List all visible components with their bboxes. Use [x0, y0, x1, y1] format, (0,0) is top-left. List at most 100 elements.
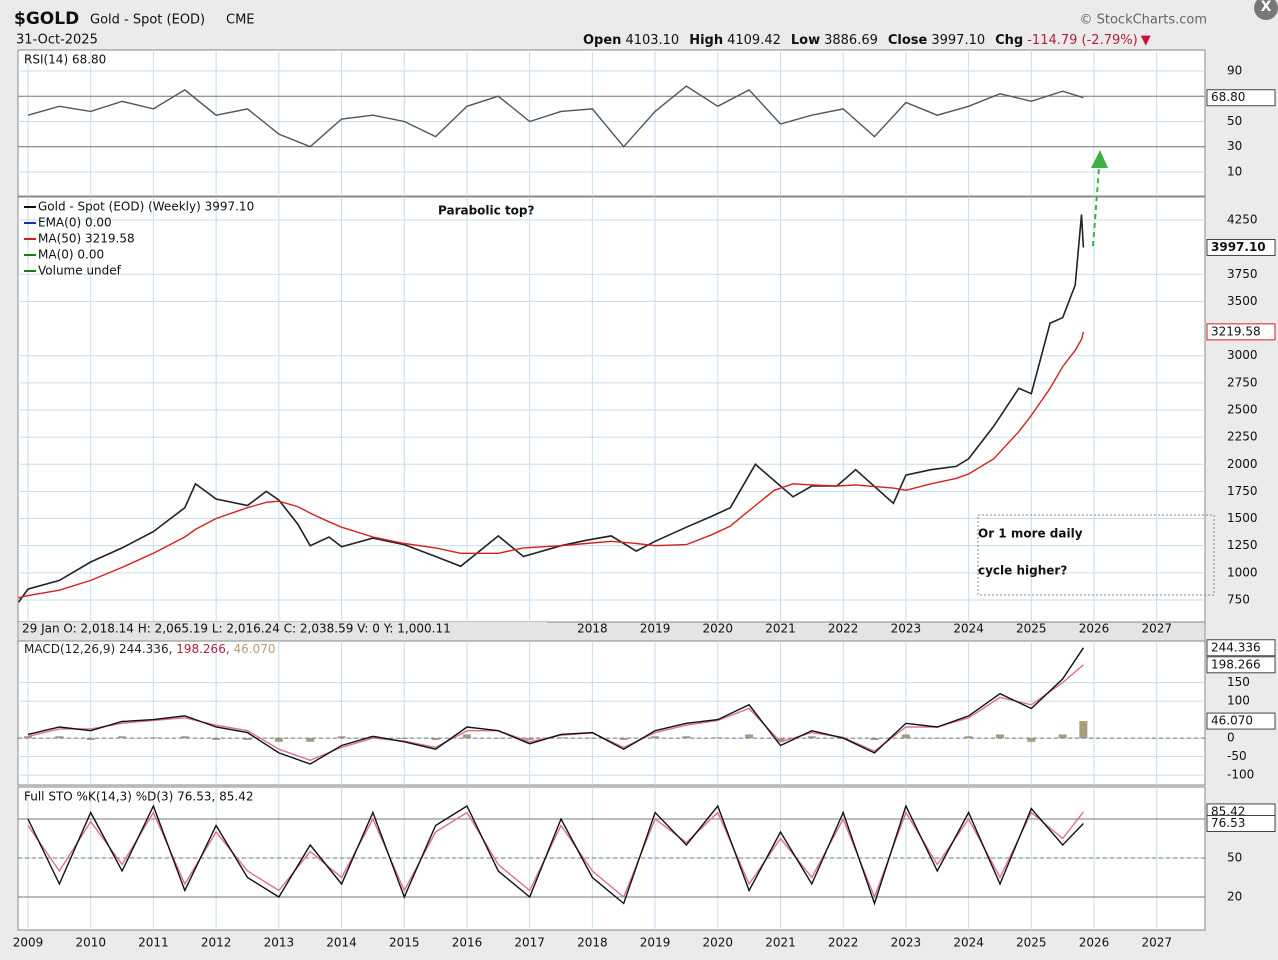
- last-value-label: 85.42: [1211, 804, 1245, 818]
- y-tick-label: 90: [1227, 63, 1242, 77]
- quote-label: High: [689, 33, 723, 48]
- histogram-bar: [1079, 721, 1088, 739]
- panel-title: RSI(14) 68.80: [24, 53, 106, 67]
- title-part: MACD(12,26,9) 244.336,: [24, 642, 172, 656]
- quote-label: Chg: [995, 33, 1023, 48]
- histogram-bar: [651, 736, 660, 739]
- series-line: [27, 85, 1084, 148]
- readout: 29 Jan O: 2,018.14 H: 2,065.19 L: 2,016.…: [22, 622, 451, 636]
- quote: Open 4103.10 High 4109.42 Low 3886.69 Close 399…: [583, 33, 1151, 48]
- histogram-bar: [368, 736, 377, 739]
- date: 31-Oct-2025: [16, 33, 98, 48]
- y-tick-label: 3000: [1227, 348, 1258, 362]
- x-tick-label: 2019: [640, 936, 671, 950]
- y-tick-label: 4250: [1227, 213, 1258, 227]
- panel: [17, 49, 1206, 197]
- y-tick-label: -50: [1227, 749, 1247, 763]
- histogram-bar: [149, 737, 158, 739]
- title-part: 46.070: [230, 642, 276, 656]
- x-tick-label: 2021: [765, 622, 796, 636]
- histogram-bar: [525, 738, 534, 740]
- histogram-bar: [870, 738, 879, 740]
- series-line: [18, 331, 1085, 599]
- y-tick-label: 20: [1227, 889, 1242, 903]
- annotation-box: [977, 514, 1215, 596]
- last-value-box: [1206, 323, 1276, 341]
- close-icon[interactable]: X: [1261, 0, 1272, 15]
- histogram-bar: [588, 737, 597, 739]
- histogram-bar: [24, 736, 33, 739]
- legend-entry: EMA(0) 0.00: [38, 216, 112, 230]
- x-tick-label: 2019: [640, 622, 671, 636]
- quote-value: -114.79 (-2.79%): [1027, 33, 1137, 48]
- x-tick-label: 2014: [326, 936, 357, 950]
- histogram-bar: [431, 738, 440, 740]
- y-tick-label: 2250: [1227, 430, 1258, 444]
- series-line: [27, 647, 1084, 765]
- x-tick-label: 2020: [703, 936, 734, 950]
- series-line: [27, 804, 1084, 906]
- x-tick-label: 2022: [828, 622, 859, 636]
- x-tick-label: 2012: [201, 936, 232, 950]
- x-tick-label: 2018: [577, 936, 608, 950]
- series-line: [17, 214, 1085, 603]
- y-tick-label: 1250: [1227, 538, 1258, 552]
- histogram-bar: [212, 738, 221, 740]
- panel-title: Full STO %K(14,3) %D(3) 76.53, 85.42: [24, 790, 254, 804]
- y-tick-label: 3500: [1227, 294, 1258, 308]
- histogram-bar: [337, 736, 346, 739]
- quote-value: 3997.10: [931, 33, 985, 48]
- x-tick-label: 2018: [577, 622, 608, 636]
- last-value-box: [1206, 639, 1276, 657]
- legend-entry: MA(0) 0.00: [38, 248, 104, 262]
- y-tick-label: 750: [1227, 592, 1250, 606]
- y-tick-label: -100: [1227, 768, 1254, 782]
- title-part: 198.266,: [172, 642, 229, 656]
- x-tick-label: 2024: [953, 936, 984, 950]
- last-value-box: [1206, 712, 1276, 730]
- last-value-box: [1206, 656, 1276, 674]
- x-tick-label: 2013: [264, 936, 295, 950]
- source: © StockCharts.com: [1079, 13, 1207, 28]
- y-tick-label: 10: [1227, 165, 1242, 179]
- x-tick-label: 2027: [1141, 622, 1172, 636]
- histogram-bar: [494, 738, 503, 739]
- y-tick-label: 3750: [1227, 267, 1258, 281]
- x-tick-label: 2023: [891, 622, 922, 636]
- quote-value: 3886.69: [824, 33, 878, 48]
- x-tick-label: 2024: [953, 622, 984, 636]
- y-tick-label: 0: [1227, 731, 1235, 745]
- histogram-bar: [682, 736, 691, 739]
- x-tick-label: 2025: [1016, 936, 1047, 950]
- y-tick-label: 50: [1227, 850, 1242, 864]
- last-value-box: [1206, 238, 1276, 256]
- histogram-bar: [807, 736, 816, 739]
- x-tick-label: 2020: [703, 622, 734, 636]
- histogram-bar: [274, 738, 283, 742]
- down-arrow: ▼: [1141, 33, 1151, 48]
- y-tick-label: 50: [1227, 114, 1242, 128]
- x-tick-label: 2009: [13, 936, 44, 950]
- instrument-name: Gold - Spot (EOD): [90, 13, 205, 28]
- histogram-bar: [1027, 738, 1036, 742]
- quote-value: 4109.42: [727, 33, 781, 48]
- histogram-bar: [306, 738, 315, 742]
- last-value-label: 46.070: [1211, 714, 1253, 728]
- histogram-bar: [713, 737, 722, 739]
- last-value-label: 76.53: [1211, 816, 1245, 830]
- x-tick-label: 2011: [138, 936, 169, 950]
- close-button[interactable]: [1254, 0, 1278, 20]
- last-value-label: 3219.58: [1211, 324, 1261, 338]
- arrow-shaft: [1092, 167, 1100, 247]
- y-tick-label: 1750: [1227, 484, 1258, 498]
- last-value-box: [1206, 814, 1276, 832]
- x-tick-label: 2017: [514, 936, 545, 950]
- y-tick-label: 100: [1227, 694, 1250, 708]
- y-tick-label: 30: [1227, 139, 1242, 153]
- y-tick-label: 1500: [1227, 511, 1258, 525]
- histogram-bar: [118, 736, 127, 739]
- x-tick-label: 2026: [1079, 622, 1110, 636]
- readout-bg: [19, 622, 547, 640]
- y-tick-label: 2000: [1227, 457, 1258, 471]
